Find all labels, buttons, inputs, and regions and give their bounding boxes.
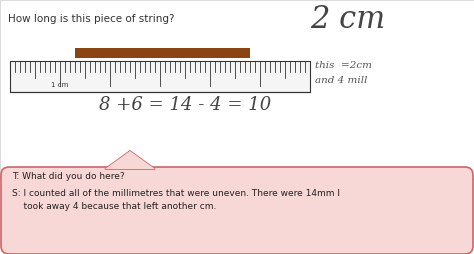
FancyBboxPatch shape [75, 48, 250, 58]
Polygon shape [105, 151, 155, 169]
Text: this  =2cm: this =2cm [315, 61, 372, 70]
Text: T: What did you do here?: T: What did you do here? [12, 172, 125, 181]
Text: How long is this piece of string?: How long is this piece of string? [8, 14, 174, 24]
Polygon shape [105, 151, 155, 169]
Text: 2 cm: 2 cm [310, 4, 385, 35]
Text: and 4 mill: and 4 mill [315, 76, 367, 85]
Text: S: I counted all of the millimetres that were uneven. There were 14mm I
    took: S: I counted all of the millimetres that… [12, 189, 340, 211]
Text: 8 +6 = 14 - 4 = 10: 8 +6 = 14 - 4 = 10 [99, 96, 271, 114]
FancyBboxPatch shape [1, 167, 473, 254]
FancyBboxPatch shape [0, 0, 474, 179]
Text: 1 cm: 1 cm [51, 82, 69, 88]
FancyBboxPatch shape [10, 61, 310, 92]
